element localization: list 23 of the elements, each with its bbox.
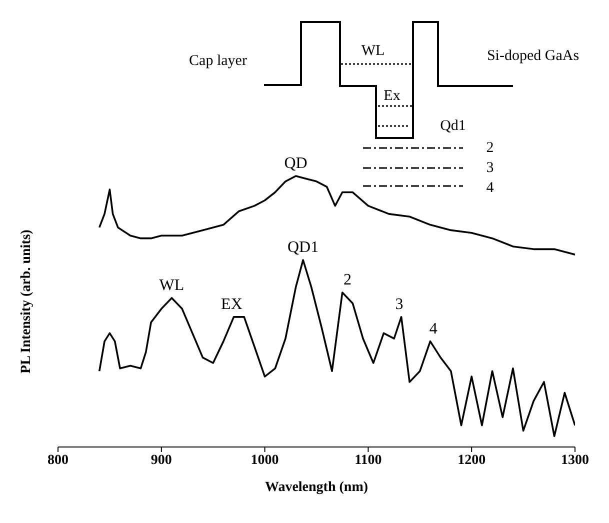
x-tick-label: 800	[48, 452, 68, 468]
x-axis-title: Wavelength (nm)	[264, 480, 368, 495]
text: Cap layer	[189, 53, 247, 69]
text: Qd1	[440, 118, 466, 134]
annotation: WL	[159, 276, 184, 294]
x-tick-label: 900	[150, 452, 172, 468]
annotation: 3	[395, 296, 404, 313]
annotation: QD	[284, 155, 308, 172]
x-tick-label: 1300	[561, 452, 589, 468]
text: Si-doped GaAs	[486, 48, 580, 64]
x-tick-label: 1000	[250, 452, 279, 468]
annotation: 3	[486, 160, 494, 176]
annotation: 2	[344, 272, 352, 289]
x-tick-label: 1200	[458, 452, 486, 468]
text: Ex	[384, 88, 401, 104]
annotation: EX	[221, 296, 243, 313]
x-tick-label: 1100	[354, 452, 382, 468]
annotation: 4	[486, 180, 494, 196]
text: 2	[486, 140, 494, 156]
annotation: QD1	[288, 239, 319, 256]
text: WL	[361, 43, 385, 59]
annotation: 4	[429, 320, 438, 338]
y-axis-title: PL Intensity (arb. units)	[19, 229, 34, 374]
